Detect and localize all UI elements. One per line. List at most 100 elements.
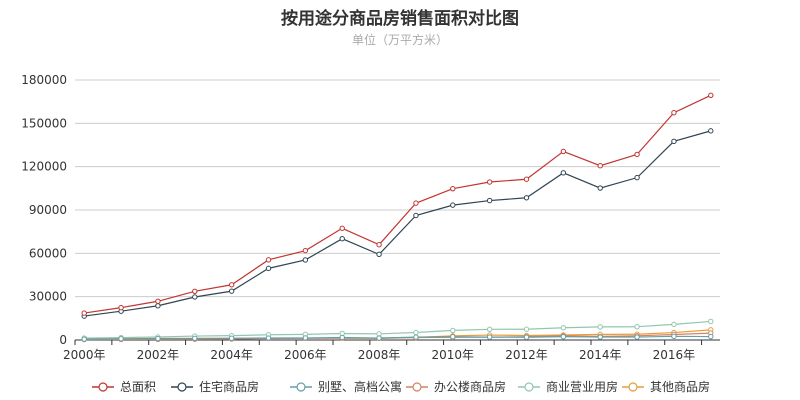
y-tick-label: 90000 [29,203,67,217]
data-point [671,110,677,116]
data-point [118,336,124,342]
y-tick-label: 120000 [21,160,67,174]
series-line [84,335,711,340]
y-tick-label: 60000 [29,246,67,260]
data-point [265,257,272,263]
data-point [671,138,677,145]
data-point [302,247,309,254]
data-point [523,326,530,332]
data-point [413,212,419,219]
legend-marker [628,382,638,392]
data-point [413,334,419,340]
data-point [523,334,530,340]
data-point [192,294,198,300]
legend-item[interactable]: 总面积 [92,380,156,394]
data-point [81,310,87,316]
data-point [560,325,567,331]
series [81,92,714,316]
x-tick-label: 2004年 [210,348,253,362]
data-point [523,195,530,201]
series-line [84,320,711,339]
legend-marker [177,382,187,392]
data-point [634,324,640,330]
legend-label: 住宅商品房 [199,379,259,394]
legend-marker [296,382,306,392]
data-point [228,288,235,294]
data-point [560,333,567,340]
data-point [708,128,714,134]
legend-label: 办公楼商品房 [434,379,506,394]
data-point [597,163,603,169]
legend-item[interactable]: 别墅、高档公寓 [290,379,402,394]
series-line [84,130,711,317]
x-tick-label: 2008年 [358,348,401,362]
data-point [155,303,161,309]
data-point [302,335,309,341]
data-point [708,333,714,340]
data-point [634,174,640,181]
axes: 0 30000 60000 90000 120000 150000 180000 2000年 2… [21,73,720,362]
y-tick-label: 0 [59,333,67,347]
data-point [118,304,124,311]
data-point [708,318,714,325]
data-point [634,334,640,340]
series [81,128,714,319]
data-point [450,185,456,192]
legend-label: 别墅、高档公寓 [318,379,402,394]
series-line [84,94,712,314]
x-tick-label: 2006年 [284,348,327,362]
data-point [376,335,382,341]
y-tick-label: 180000 [21,73,67,87]
data-point [192,335,198,341]
series [81,333,714,342]
data-point [634,151,640,158]
data-point [671,333,677,340]
data-point [228,335,235,341]
x-tick-label: 2016年 [653,348,696,362]
data-point [265,335,272,341]
data-point [671,321,677,328]
data-point [708,92,714,98]
data-point [523,176,530,182]
legend-marker [98,382,108,392]
data-point [228,282,235,288]
data-point [376,242,382,248]
data-point [192,288,198,294]
data-point [155,335,161,342]
data-point [486,179,493,185]
data-point [155,298,161,304]
data-point [450,202,456,208]
chart-subtitle: 单位（万平方米） [351,33,448,47]
data-point [413,200,419,206]
legend-item[interactable]: 其他商品房 [622,379,710,394]
legend-marker [524,382,534,392]
legend[interactable]: 总面积 住宅商品房 别墅、高档公寓 办公楼商品房 商业营业用房 其他商品房 [92,379,710,394]
data-point [450,327,456,334]
data-point [81,336,87,342]
data-point [450,334,456,340]
data-point [339,334,345,341]
x-tick-label: 2012年 [505,348,548,362]
data-point [339,235,345,242]
legend-label: 总面积 [120,380,156,394]
data-point [376,251,382,258]
data-point [597,324,603,330]
data-point [597,334,603,340]
legend-item[interactable]: 住宅商品房 [171,379,259,394]
data-point [302,257,309,263]
data-point [413,329,419,336]
legend-label: 其他商品房 [650,379,710,394]
legend-label: 商业营业用房 [546,379,618,394]
data-point [265,265,272,272]
y-tick-label: 150000 [21,116,67,130]
x-tick-label: 2014年 [579,348,622,362]
legend-marker [412,382,422,392]
data-point [486,197,493,204]
legend-item[interactable]: 办公楼商品房 [406,379,506,394]
legend-item[interactable]: 商业营业用房 [518,379,618,394]
data-point [486,334,493,340]
x-tick-label: 2002年 [137,348,180,362]
data-point [597,185,603,191]
x-tick-label: 2010年 [432,348,475,362]
